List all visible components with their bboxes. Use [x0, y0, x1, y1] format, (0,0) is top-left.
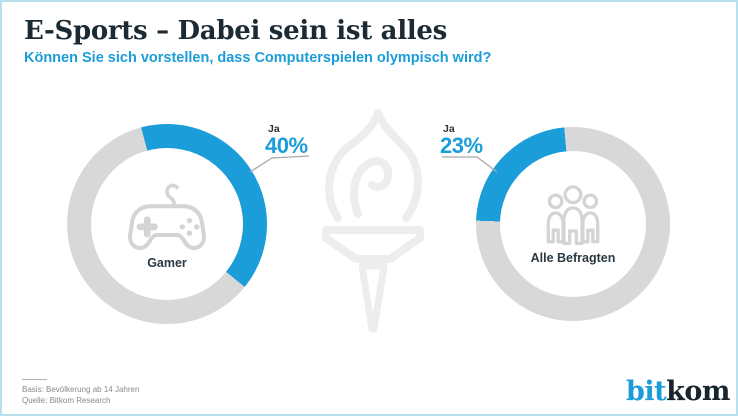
bitkom-logo-bit: bit	[626, 376, 667, 407]
donut-chart-gamer: Gamer	[67, 124, 267, 324]
answer-label-alle-befragten: Ja	[443, 123, 455, 135]
bitkom-logo-kom: kom	[666, 376, 730, 407]
value-label-gamer: Ja 40%	[265, 124, 308, 157]
footnote: Basis: Bevölkerung ab 14 Jahren Quelle: …	[22, 384, 139, 406]
people-group-icon	[546, 184, 600, 245]
callout-line-alle-befragten	[442, 156, 498, 173]
page-title: E-Sports – Dabei sein ist alles	[24, 16, 447, 46]
group-label-gamer: Gamer	[147, 255, 187, 270]
donut-hole-alle-befragten: Alle Befragten	[500, 151, 646, 297]
donut-chart-alle-befragten: Alle Befragten	[476, 127, 670, 321]
value-label-alle-befragten: Ja 23%	[440, 124, 483, 157]
answer-label-gamer: Ja	[268, 123, 280, 135]
footnote-basis: Basis: Bevölkerung ab 14 Jahren	[22, 385, 140, 394]
group-label-alle-befragten: Alle Befragten	[530, 250, 616, 265]
bitkom-logo: bitkom	[626, 376, 730, 407]
olympic-torch-watermark-icon	[322, 109, 424, 333]
donut-hole-gamer: Gamer	[91, 148, 243, 300]
survey-question: Können Sie sich vorstellen, dass Compute…	[24, 50, 492, 66]
percent-value-alle-befragten: 23%	[440, 133, 483, 158]
footnote-divider	[22, 379, 47, 380]
gamepad-icon	[128, 183, 206, 250]
percent-value-gamer: 40%	[265, 133, 308, 158]
callout-line-gamer	[249, 155, 310, 173]
footnote-source: Quelle: Bitkom Research	[22, 396, 111, 405]
